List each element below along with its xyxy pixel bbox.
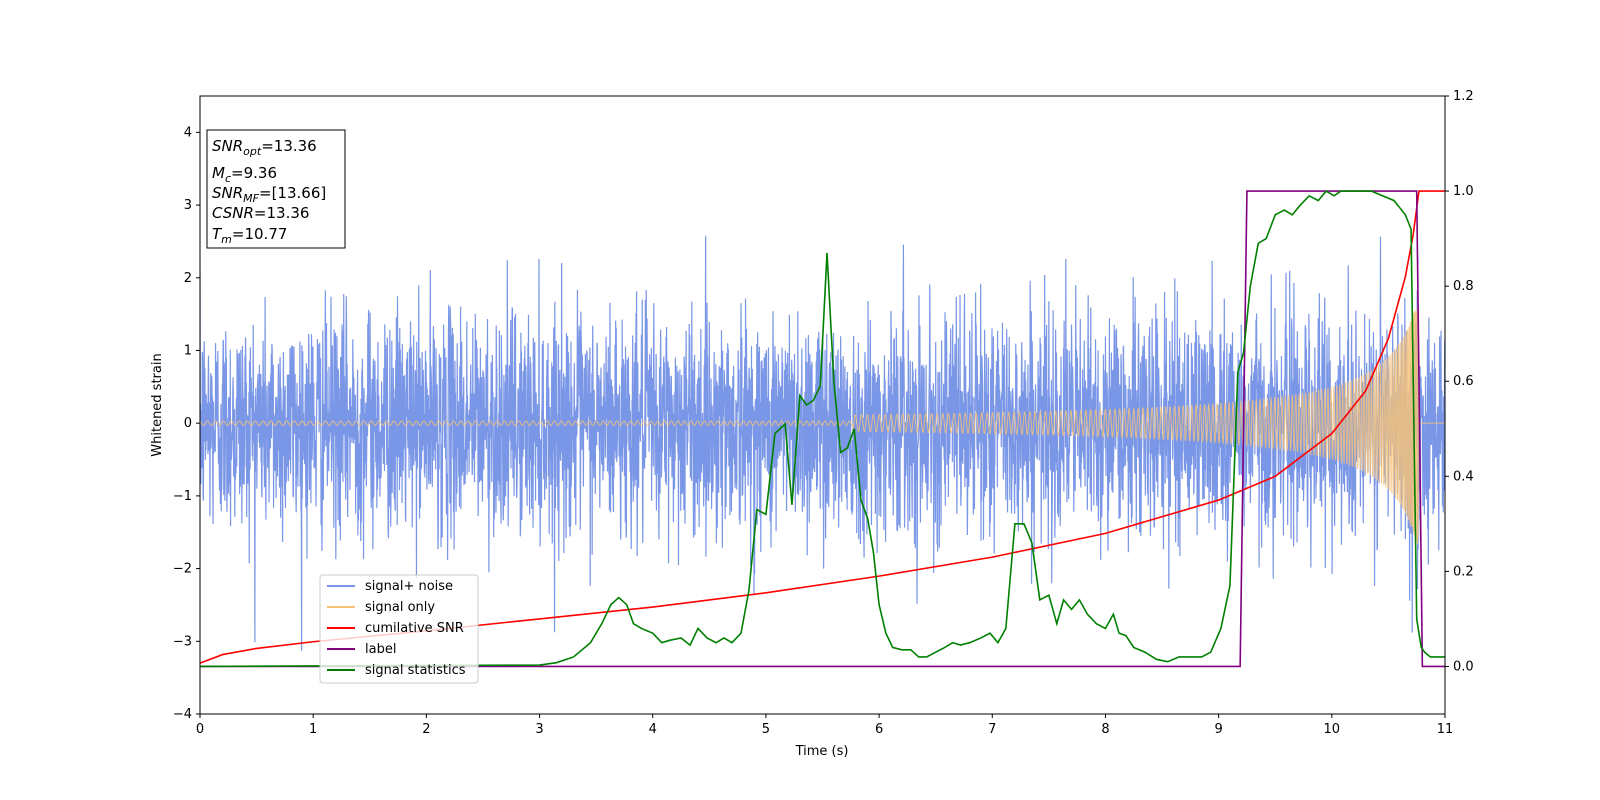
y-tick-label: 2 xyxy=(184,271,192,286)
y-tick-label: −3 xyxy=(173,634,192,649)
y2-tick-label: 1.2 xyxy=(1453,89,1474,104)
info-box: SNRopt=13.36 Mc=9.36 SNRMF=[13.66] CSNR=… xyxy=(206,129,346,249)
y2-tick-label: 0.2 xyxy=(1453,564,1474,579)
legend-label: signal+ noise xyxy=(365,579,453,594)
x-tick-label: 1 xyxy=(309,722,317,737)
y-tick-label: 0 xyxy=(184,416,192,431)
info-csnr: CSNR=13.36 xyxy=(212,204,309,222)
info-snr-opt: SNRopt=13.36 xyxy=(212,137,317,158)
legend-label: label xyxy=(365,642,396,657)
x-tick-label: 7 xyxy=(988,722,996,737)
y-axis-label: Whitened strain xyxy=(150,353,165,456)
y2-tick-label: 1.0 xyxy=(1453,184,1474,199)
y-tick-label: −2 xyxy=(173,562,192,577)
legend-label: cumilative SNR xyxy=(365,621,464,636)
x-tick-label: 0 xyxy=(196,722,204,737)
x-tick-label: 4 xyxy=(649,722,657,737)
x-tick-label: 3 xyxy=(535,722,543,737)
y-tick-label: −4 xyxy=(173,707,192,722)
legend-label: signal only xyxy=(365,600,435,615)
legend-item-label: label xyxy=(327,642,396,657)
info-merger-time: Tm=10.77 xyxy=(212,225,287,246)
x-tick-label: 11 xyxy=(1437,722,1454,737)
legend-item-signal-noise: signal+ noise xyxy=(327,579,453,594)
x-axis-label: Time (s) xyxy=(795,744,849,759)
x-tick-label: 10 xyxy=(1324,722,1341,737)
x-tick-label: 5 xyxy=(762,722,770,737)
y2-tick-label: 0.0 xyxy=(1453,659,1474,674)
series-signal-statistics xyxy=(200,190,1445,668)
y-tick-label: 3 xyxy=(184,198,192,213)
y2-tick-label: 0.8 xyxy=(1453,279,1474,294)
x-tick-label: 8 xyxy=(1101,722,1109,737)
plot-frame xyxy=(199,95,1446,715)
legend-item-signal-statistics: signal statistics xyxy=(327,663,466,678)
info-chirp-mass: Mc=9.36 xyxy=(212,164,277,185)
legend-item-cumulative-snr: cumilative SNR xyxy=(327,621,464,636)
y2-tick-label: 0.4 xyxy=(1453,469,1474,484)
legend: signal+ noise signal only cumilative SNR… xyxy=(319,574,479,684)
x-tick-label: 6 xyxy=(875,722,883,737)
y-tick-label: 4 xyxy=(184,125,192,140)
legend-item-signal-only: signal only xyxy=(327,600,435,615)
y-tick-label: −1 xyxy=(173,489,192,504)
series-signal-only xyxy=(200,305,1445,545)
info-box-frame xyxy=(206,129,346,249)
series-label xyxy=(200,190,1445,668)
y-tick-label: 1 xyxy=(184,343,192,358)
x-tick-label: 9 xyxy=(1214,722,1222,737)
x-tick-label: 2 xyxy=(422,722,430,737)
y2-tick-label: 0.6 xyxy=(1453,374,1474,389)
legend-frame xyxy=(319,574,479,684)
info-snr-mf: SNRMF=[13.66] xyxy=(212,184,326,205)
legend-label: signal statistics xyxy=(365,663,466,678)
